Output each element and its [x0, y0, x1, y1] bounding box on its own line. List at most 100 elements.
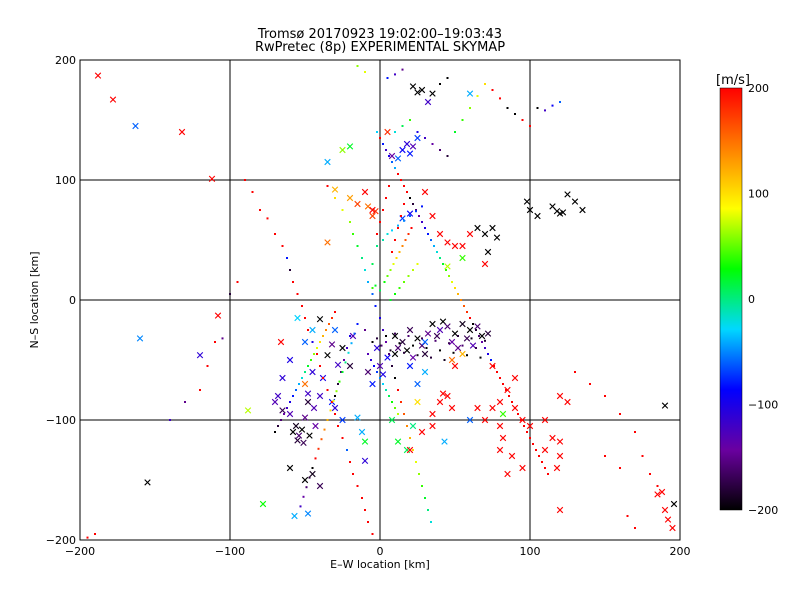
scatter-point-dot — [325, 329, 327, 331]
scatter-point-dot — [487, 353, 489, 355]
scatter-point-dot — [316, 347, 318, 349]
scatter-point-dot — [415, 209, 417, 211]
scatter-point-cross — [466, 326, 474, 334]
scatter-point-cross — [496, 398, 504, 406]
scatter-point-dot — [397, 413, 399, 415]
scatter-point-dot — [292, 281, 294, 283]
scatter-point-cross — [556, 452, 564, 460]
scatter-point-dot — [412, 269, 414, 271]
scatter-point-dot — [352, 233, 354, 235]
scatter-point-cross — [291, 512, 298, 520]
scatter-point-dot — [259, 209, 261, 211]
scatter-point-cross — [384, 354, 391, 361]
scatter-point-dot — [349, 461, 351, 463]
chart-title: Tromsø 20170923 19:02:00–19:03:43 — [257, 27, 502, 42]
scatter-point-dot — [334, 311, 336, 313]
scatter-point-dot — [416, 131, 419, 133]
scatter-point-cross — [414, 134, 421, 142]
scatter-point-dot — [314, 457, 317, 460]
plot-frame — [79, 59, 681, 541]
scatter-point-cross — [406, 150, 414, 157]
scatter-point-cross — [418, 428, 426, 436]
colorbar — [719, 87, 743, 511]
scatter-point-dot — [442, 263, 444, 265]
x-tick-label: 100 — [520, 545, 541, 558]
scatter-point-cross — [316, 316, 324, 323]
scatter-point-dot — [361, 497, 363, 499]
scatter-point-dot — [331, 317, 333, 319]
axis-ticks: −200 −100 0 100 200 −200 −100 0 100 200 — [46, 54, 691, 558]
scatter-point-cross — [144, 479, 151, 486]
scatter-point-dot — [382, 329, 384, 331]
scatter-point-cross — [328, 341, 336, 348]
scatter-point-cross — [466, 230, 474, 238]
scatter-point-dot — [514, 407, 516, 409]
scatter-point-dot — [214, 341, 216, 343]
scatter-point-dot — [401, 125, 404, 127]
scatter-point-dot — [385, 389, 387, 391]
scatter-point-cross — [304, 398, 312, 406]
scatter-point-dot — [371, 533, 374, 535]
scatter-point-dot — [317, 447, 320, 450]
scatter-point-dot — [397, 227, 399, 229]
scatter-point-dot — [296, 293, 299, 295]
scatter-point-dot — [544, 109, 546, 112]
scatter-point-dot — [461, 119, 464, 121]
scatter-point-dot — [343, 359, 345, 361]
scatter-point-cross — [399, 338, 406, 346]
scatter-point-dot — [443, 359, 446, 361]
scatter-point-dot — [206, 365, 209, 367]
scatter-point-dot — [469, 107, 471, 109]
x-tick-label: 200 — [670, 545, 691, 558]
scatter-point-dot — [310, 359, 312, 361]
scatter-point-cross — [429, 90, 436, 97]
scatter-point-cross — [364, 368, 372, 376]
scatter-point-dot — [349, 221, 351, 223]
scatter-point-cross — [459, 254, 466, 262]
scatter-point-cross — [409, 354, 417, 361]
scatter-point-dot — [338, 380, 341, 383]
scatter-point-dot — [383, 281, 386, 283]
scatter-point-cross — [451, 362, 459, 370]
scatter-point-dot — [476, 95, 479, 97]
scatter-point-cross — [136, 335, 144, 342]
scatter-point-dot — [416, 354, 419, 357]
scatter-point-dot — [374, 284, 377, 287]
scatter-point-cross — [409, 83, 417, 90]
scatter-point-dot — [274, 431, 276, 433]
scatter-point-cross — [346, 194, 354, 202]
colorbar-label: [m/s] — [716, 73, 750, 88]
scatter-point-cross — [304, 510, 312, 517]
scatter-point-cross — [301, 338, 309, 346]
scatter-point-cross — [564, 191, 571, 198]
scatter-point-cross — [391, 332, 399, 340]
grid-lines — [80, 60, 680, 540]
scatter-point-dot — [374, 305, 377, 307]
scatter-point-dot — [308, 476, 311, 479]
scatter-point-dot — [451, 281, 453, 283]
scatter-point-cross — [324, 239, 331, 246]
scatter-point-cross — [556, 438, 564, 445]
scatter-point-dot — [350, 342, 353, 345]
scatter-point-dot — [484, 83, 486, 85]
scatter-point-dot — [391, 229, 393, 232]
scatter-point-dot — [398, 251, 401, 253]
scatter-point-dot — [547, 473, 549, 475]
scatter-point-dot — [313, 353, 315, 355]
scatter-point-cross — [132, 122, 139, 130]
scatter-point-cross — [271, 398, 279, 406]
scatter-point-dot — [376, 371, 378, 373]
scatter-point-cross — [478, 332, 486, 340]
scatter-point-dot — [493, 365, 495, 367]
colorbar-tick-label: −200 — [748, 504, 778, 517]
scatter-point-dot — [409, 215, 411, 217]
scatter-point-cross — [670, 500, 678, 508]
scatter-point-cross — [331, 186, 339, 193]
x-tick-label: 0 — [377, 545, 384, 558]
scatter-point-dot — [382, 209, 384, 211]
scatter-point-dot — [221, 337, 224, 340]
scatter-point-cross — [279, 407, 286, 414]
scatter-point-cross — [178, 128, 186, 136]
scatter-point-cross — [373, 344, 381, 352]
scatter-point-dot — [446, 77, 449, 79]
